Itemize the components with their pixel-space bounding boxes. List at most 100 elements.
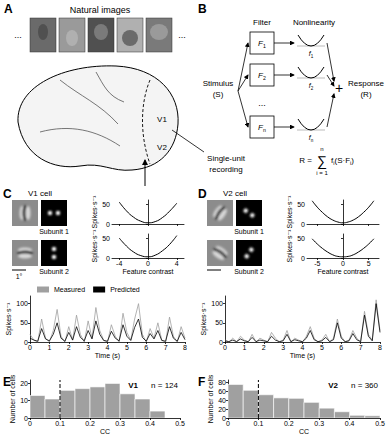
svg-text:V2: V2 <box>328 381 338 390</box>
svg-text:Number of cells: Number of cells <box>9 374 16 423</box>
svg-text:Subunit 1: Subunit 1 <box>39 228 69 235</box>
svg-text:0.2: 0.2 <box>85 420 95 427</box>
svg-text:0: 0 <box>28 420 32 427</box>
svg-text:recording: recording <box>209 165 242 174</box>
svg-text:Nonlinearity: Nonlinearity <box>293 18 335 27</box>
svg-text:0.1: 0.1 <box>55 420 65 427</box>
svg-text:50: 50 <box>215 319 223 326</box>
svg-text:Subunit 1: Subunit 1 <box>234 228 264 235</box>
svg-text:50: 50 <box>297 201 305 208</box>
svg-text:60: 60 <box>218 388 226 395</box>
svg-text:3: 3 <box>281 344 285 351</box>
svg-text:A: A <box>4 2 13 16</box>
svg-text:∑: ∑ <box>317 153 327 169</box>
svg-text:Stimulus: Stimulus <box>203 79 234 88</box>
svg-text:1: 1 <box>242 344 246 351</box>
svg-text:8: 8 <box>183 344 187 351</box>
svg-text:0.2: 0.2 <box>284 420 294 427</box>
svg-text:7: 7 <box>359 344 363 351</box>
svg-text:C: C <box>3 187 12 201</box>
svg-text:-4: -4 <box>116 260 122 267</box>
svg-text:Single-unit: Single-unit <box>207 154 246 163</box>
svg-text:E: E <box>3 375 11 389</box>
svg-text:f1: f1 <box>309 50 314 59</box>
svg-text:Time (s): Time (s) <box>290 352 315 360</box>
svg-text:8: 8 <box>378 344 382 351</box>
svg-text:20: 20 <box>218 406 226 413</box>
svg-text:B: B <box>198 2 207 16</box>
svg-text:0.3: 0.3 <box>314 420 324 427</box>
svg-text:0: 0 <box>146 260 150 267</box>
svg-text:50: 50 <box>297 235 305 242</box>
svg-text:0.4: 0.4 <box>145 420 155 427</box>
svg-text:-5: -5 <box>314 260 320 267</box>
svg-text:V2 cell: V2 cell <box>223 189 247 198</box>
svg-text:Spikes·s⁻¹: Spikes·s⁻¹ <box>5 302 13 336</box>
svg-text:2: 2 <box>262 344 266 351</box>
svg-text:20: 20 <box>20 380 28 387</box>
svg-text:fn: fn <box>309 134 314 143</box>
svg-text:0: 0 <box>341 260 345 267</box>
svg-text:D: D <box>198 187 207 201</box>
svg-text:1: 1 <box>47 344 51 351</box>
svg-text:Spikes·s⁻¹: Spikes·s⁻¹ <box>91 229 99 263</box>
svg-text:0: 0 <box>106 255 110 262</box>
svg-text:5: 5 <box>320 344 324 351</box>
svg-text:100: 100 <box>16 300 28 307</box>
svg-text:0.1: 0.1 <box>254 420 264 427</box>
svg-text:50: 50 <box>102 201 110 208</box>
svg-text:Measured: Measured <box>54 286 85 293</box>
svg-text:4: 4 <box>175 260 179 267</box>
svg-text:4: 4 <box>301 344 305 351</box>
svg-text:n = 124: n = 124 <box>151 381 178 390</box>
svg-text:4: 4 <box>106 344 110 351</box>
svg-text:V1: V1 <box>128 381 138 390</box>
svg-text:6: 6 <box>339 344 343 351</box>
svg-text:Natural images: Natural images <box>70 5 131 15</box>
svg-text:R =: R = <box>299 156 312 165</box>
svg-text:10: 10 <box>20 397 28 404</box>
svg-text:(S): (S) <box>213 90 224 99</box>
svg-text:2: 2 <box>67 344 71 351</box>
svg-text:7: 7 <box>164 344 168 351</box>
svg-text:...: ... <box>178 30 186 40</box>
svg-text:(R): (R) <box>360 90 371 99</box>
svg-text:0.5: 0.5 <box>175 420 185 427</box>
svg-text:0.5: 0.5 <box>375 420 385 427</box>
svg-text:100: 100 <box>211 300 223 307</box>
svg-text:i = 1: i = 1 <box>316 170 328 176</box>
svg-text:0.4: 0.4 <box>345 420 355 427</box>
svg-text:V1: V1 <box>157 115 167 124</box>
svg-text:V1 cell: V1 cell <box>28 189 52 198</box>
svg-text:n = 360: n = 360 <box>351 381 378 390</box>
svg-text:n: n <box>320 146 323 152</box>
svg-text:3: 3 <box>86 344 90 351</box>
svg-text:Subunit 2: Subunit 2 <box>39 268 69 275</box>
svg-text:0: 0 <box>223 344 227 351</box>
svg-text:Feature contrast: Feature contrast <box>318 268 369 275</box>
svg-text:Fn: Fn <box>258 123 266 133</box>
svg-text:Filter: Filter <box>253 18 271 27</box>
svg-text:F: F <box>198 375 205 389</box>
svg-text:1°: 1° <box>16 273 23 280</box>
svg-text:Number of cells: Number of cells <box>207 374 214 423</box>
svg-text:+: + <box>335 80 343 96</box>
svg-text:Spikes·s⁻¹: Spikes·s⁻¹ <box>91 195 99 229</box>
svg-text:6: 6 <box>144 344 148 351</box>
svg-text:Spikes·s⁻¹: Spikes·s⁻¹ <box>286 195 294 229</box>
svg-text:f2: f2 <box>309 82 314 91</box>
svg-text:...: ... <box>258 98 266 108</box>
svg-text:Feature contrast: Feature contrast <box>123 268 174 275</box>
svg-text:Spikes·s⁻¹: Spikes·s⁻¹ <box>286 229 294 263</box>
svg-text:5: 5 <box>367 260 371 267</box>
svg-text:V2: V2 <box>157 143 167 152</box>
svg-text:80: 80 <box>218 379 226 386</box>
svg-text:0: 0 <box>226 420 230 427</box>
svg-text:...: ... <box>14 30 22 40</box>
svg-text:50: 50 <box>20 319 28 326</box>
svg-text:CC: CC <box>299 428 309 435</box>
svg-text:Predicted: Predicted <box>110 286 140 293</box>
svg-text:40: 40 <box>218 397 226 404</box>
svg-text:F2: F2 <box>258 71 266 81</box>
svg-text:50: 50 <box>102 235 110 242</box>
